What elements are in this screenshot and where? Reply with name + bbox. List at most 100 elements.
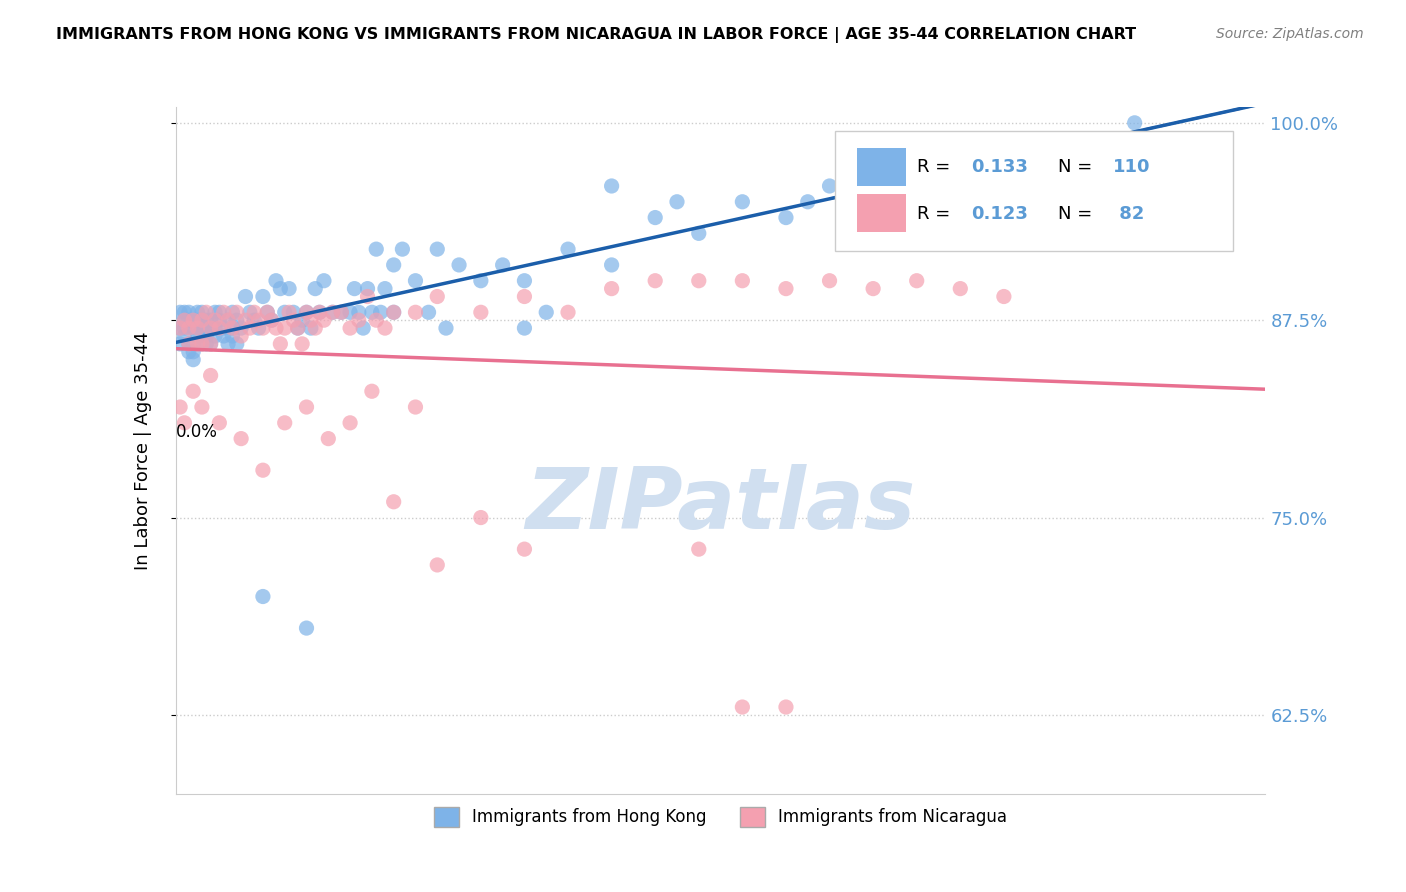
Point [666,194,689,209]
Point [264,274,287,288]
Point [181,313,204,327]
Point [993,147,1015,161]
Point [1036,131,1059,145]
Point [312,313,335,327]
Point [949,282,972,296]
Point [731,194,754,209]
Text: 0.0%: 0.0% [176,423,218,441]
Point [366,313,388,327]
Point [299,321,322,335]
Point [600,258,623,272]
Point [191,321,214,335]
Point [382,305,405,319]
Point [492,258,515,272]
Point [322,305,344,319]
Point [304,321,326,335]
Point [186,329,209,343]
Legend: Immigrants from Hong Kong, Immigrants from Nicaragua: Immigrants from Hong Kong, Immigrants fr… [427,800,1014,834]
Point [600,179,623,194]
Point [360,305,382,319]
Point [1211,131,1233,145]
Point [295,621,318,635]
Point [370,305,392,319]
Point [173,305,195,319]
Point [513,289,536,303]
Point [905,163,928,178]
Point [212,321,235,335]
Point [274,321,297,335]
Point [405,305,427,319]
Point [177,313,200,327]
Point [212,329,235,343]
Point [243,313,266,327]
Point [644,274,666,288]
Point [513,542,536,557]
Point [347,305,370,319]
Point [295,305,318,319]
Point [283,305,305,319]
Text: N =: N = [1059,204,1098,222]
Point [426,289,449,303]
Point [318,432,340,446]
Point [200,337,222,351]
Point [274,305,297,319]
Point [731,700,754,714]
Point [252,321,274,335]
Point [600,282,623,296]
Point [173,313,195,327]
Point [775,282,797,296]
Point [278,282,301,296]
Point [231,329,253,343]
Point [299,313,322,327]
Point [177,344,200,359]
Point [181,352,204,367]
Point [177,321,200,335]
Point [195,313,218,327]
Text: R =: R = [917,204,956,222]
Point [217,313,239,327]
Point [225,337,247,351]
Point [366,242,388,256]
Point [225,313,247,327]
Text: 82: 82 [1114,204,1144,222]
Point [243,305,266,319]
Point [295,400,318,414]
Point [195,337,218,351]
Point [775,211,797,225]
Point [177,337,200,351]
Point [173,321,195,335]
Point [221,305,243,319]
Point [173,329,195,343]
Point [204,313,226,327]
FancyBboxPatch shape [856,148,905,186]
Point [557,242,579,256]
Point [269,282,291,296]
Point [169,321,191,335]
Point [204,321,226,335]
Point [382,495,405,509]
Point [231,432,253,446]
Point [208,321,231,335]
Point [295,305,318,319]
Point [252,590,274,604]
Point [186,321,209,335]
Point [339,305,361,319]
Point [1123,116,1146,130]
Point [169,321,191,335]
Point [356,282,378,296]
Point [208,416,231,430]
Point [200,313,222,327]
Point [208,313,231,327]
Point [191,337,214,351]
Point [239,321,262,335]
Text: IMMIGRANTS FROM HONG KONG VS IMMIGRANTS FROM NICARAGUA IN LABOR FORCE | AGE 35-4: IMMIGRANTS FROM HONG KONG VS IMMIGRANTS … [56,27,1136,43]
Point [195,329,218,343]
Point [339,321,361,335]
Point [557,305,579,319]
Point [200,368,222,383]
Point [447,258,470,272]
Point [312,274,335,288]
Point [221,321,243,335]
Point [905,274,928,288]
Point [181,384,204,399]
